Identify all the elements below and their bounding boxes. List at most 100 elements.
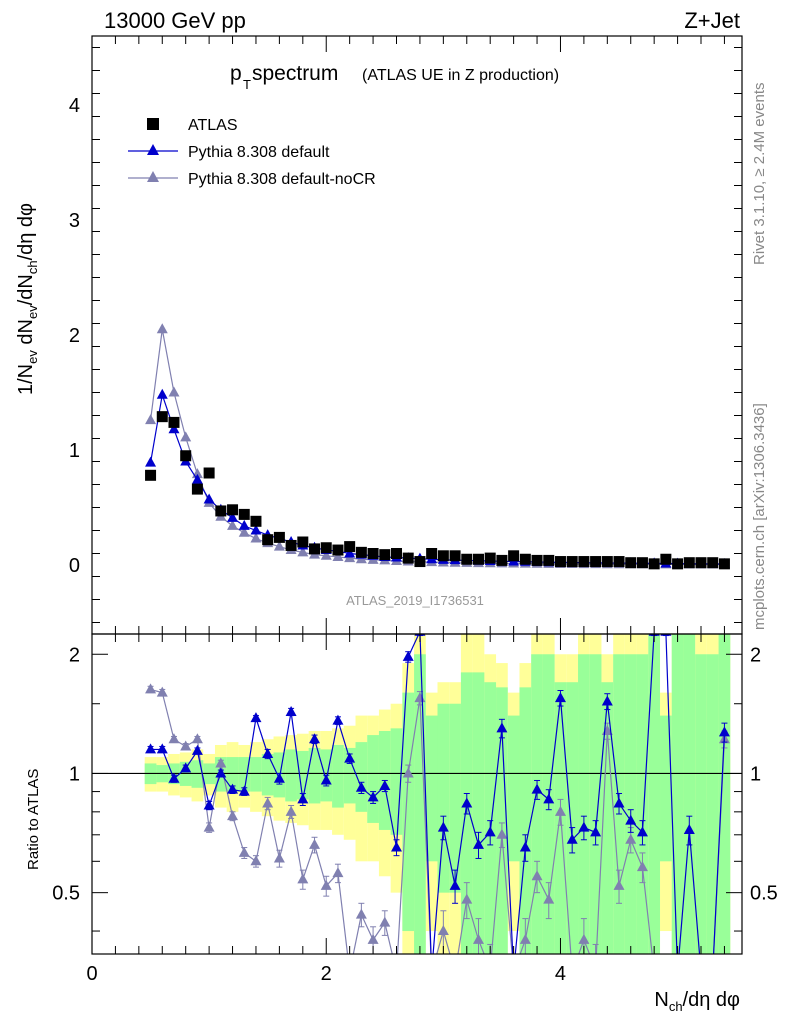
- atlas-data-point: [672, 558, 684, 570]
- stat-band-bin: [624, 654, 637, 954]
- atlas-data-point: [227, 504, 239, 516]
- atlas-data-point: [250, 515, 262, 527]
- ratio-point-nocr: [426, 966, 437, 976]
- ratio-point-nocr: [554, 805, 566, 816]
- ratio-point-nocr: [262, 797, 274, 808]
- ratio-point-nocr: [672, 966, 683, 976]
- ratio-point-nocr: [402, 767, 414, 778]
- title-parenthetical: (ATLAS UE in Z production): [362, 67, 559, 84]
- stat-band-bin: [449, 703, 461, 893]
- main-point-default: [227, 511, 239, 522]
- main-point-nocr: [168, 386, 180, 397]
- stat-band-bin: [261, 753, 274, 796]
- ratio-point-default: [636, 826, 648, 837]
- atlas-data-point: [601, 556, 613, 568]
- ratio-point-nocr: [684, 966, 695, 976]
- rivet-label: Rivet 3.1.10, ≥ 2.4M events: [751, 83, 768, 266]
- ratio-point-nocr: [707, 966, 718, 976]
- stat-band-bin: [250, 757, 262, 792]
- main-point-default: [250, 524, 262, 535]
- ratio-uncertainty-bands: [144, 634, 731, 954]
- ratio-point-nocr: [590, 963, 601, 973]
- atlas-data-point: [180, 450, 192, 462]
- ratio-point-nocr: [613, 879, 625, 890]
- atlas-data-point: [554, 556, 566, 568]
- stat-band-bin: [566, 682, 579, 954]
- legend-atlas-label: ATLAS: [188, 117, 238, 134]
- legend-nocr-label: Pythia 8.308 default-noCR: [188, 171, 376, 188]
- atlas-data-point: [426, 548, 438, 559]
- stat-band-bin: [695, 654, 707, 954]
- atlas-data-point: [636, 557, 648, 569]
- main-point-default: [168, 423, 180, 434]
- atlas-data-point: [156, 411, 168, 423]
- atlas-data-point: [238, 508, 250, 520]
- ratio-point-default: [625, 814, 637, 825]
- svg-text:Nch/dη dφ: Nch/dη dφ: [654, 989, 740, 1014]
- main-point-default: [238, 519, 250, 530]
- main-plot-series: [145, 323, 730, 570]
- atlas-data-point: [145, 469, 157, 481]
- stat-band-bin: [683, 634, 696, 954]
- ratio-point-nocr: [543, 893, 555, 904]
- ratio-point-default: [613, 797, 625, 808]
- main-point-nocr: [145, 414, 157, 425]
- atlas-data-point: [461, 553, 473, 565]
- atlas-data-point: [683, 557, 695, 569]
- ratio-point-nocr: [320, 879, 332, 890]
- atlas-data-point: [496, 554, 508, 566]
- ratio-point-default: [344, 752, 356, 763]
- atlas-data-point: [379, 549, 391, 561]
- atlas-data-point: [472, 553, 484, 565]
- stat-band-bin: [414, 654, 426, 954]
- main-point-nocr: [250, 532, 262, 543]
- ratio-point-default: [367, 791, 379, 802]
- ratio-point-default: [402, 650, 414, 661]
- ratio-point-default: [472, 838, 484, 849]
- atlas-data-point: [707, 557, 719, 569]
- atlas-data-point: [449, 550, 461, 562]
- ratio-point-nocr: [238, 846, 250, 857]
- ratio-y-tick-label-left: 2: [69, 644, 80, 666]
- ratio-point-nocr: [344, 966, 355, 976]
- ratio-point-nocr: [636, 861, 648, 872]
- atlas-data-point: [168, 416, 180, 428]
- ratio-y-tick-label-right: 2: [750, 644, 761, 666]
- ratio-point-nocr: [450, 966, 461, 976]
- title-subscript: T: [243, 77, 251, 92]
- main-point-nocr: [320, 549, 332, 560]
- ratio-point-nocr: [437, 925, 449, 936]
- ratio-point-default: [508, 966, 519, 976]
- ratio-point-nocr: [496, 828, 508, 839]
- ratio-point-default: [601, 695, 613, 706]
- stat-band-bin: [425, 715, 438, 862]
- ratio-point-nocr: [273, 852, 285, 863]
- ratio-y-axis-label: Ratio to ATLAS: [25, 769, 42, 870]
- stat-band-bin: [355, 742, 368, 812]
- main-y-axis-label: 1/Nev dNev/dNch/dη dφ: [15, 203, 40, 395]
- ratio-point-default: [297, 793, 309, 804]
- header-left-label: 13000 GeV pp: [104, 8, 246, 33]
- atlas-data-point: [191, 483, 203, 495]
- main-point-nocr: [297, 546, 309, 557]
- ratio-point-default: [238, 785, 250, 796]
- x-axis-label: Nch/dη dφ: [654, 989, 740, 1014]
- atlas-data-point: [297, 536, 309, 548]
- ratio-point-nocr: [215, 757, 227, 768]
- main-y-tick-label: 4: [69, 95, 80, 117]
- atlas-data-point: [320, 542, 332, 554]
- stat-band-bin: [589, 654, 602, 954]
- mcplots-label: mcplots.cern.ch [arXiv:1306.3436]: [751, 403, 768, 630]
- ratio-point-default: [496, 722, 508, 733]
- stat-band-bin: [332, 744, 344, 808]
- ratio-y-tick-label-right: 0.5: [750, 883, 778, 905]
- main-y-tick-label: 3: [69, 210, 80, 232]
- atlas-data-point: [531, 554, 543, 566]
- plot-title: p T spectrum (ATLAS UE in Z production): [230, 62, 559, 92]
- ratio-point-nocr: [156, 686, 168, 697]
- ratio-point-nocr: [168, 733, 180, 744]
- stat-band-bin: [226, 757, 239, 792]
- ratio-point-default: [203, 799, 215, 810]
- x-tick-label: 4: [555, 963, 566, 985]
- atlas-data-point: [332, 544, 344, 556]
